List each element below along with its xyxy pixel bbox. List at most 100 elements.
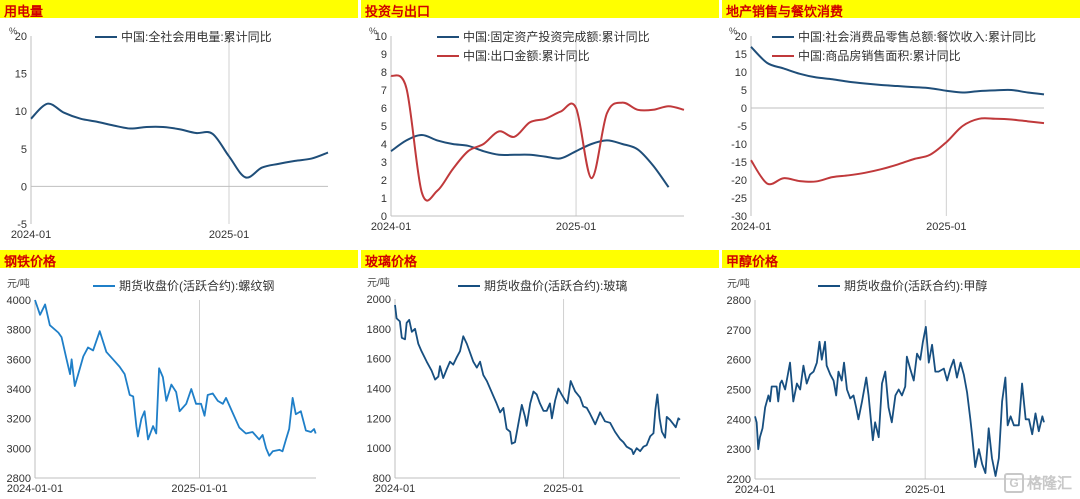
y-tick-label: 15 [15, 69, 27, 81]
y-tick-label: 3800 [7, 325, 31, 337]
legend-item: 期货收盘价(活跃合约):玻璃 [458, 277, 627, 294]
panel-title: 钢铁价格 [4, 254, 57, 269]
y-tick-label: 3600 [7, 354, 31, 366]
x-tick-label: 2025-01 [905, 484, 945, 496]
unit-label: 元/吨 [727, 277, 750, 290]
y-tick-label: 10 [375, 31, 387, 43]
y-tick-label: 2800 [7, 473, 31, 485]
unit-label: % [729, 26, 737, 36]
panel-title: 投资与出口 [365, 4, 431, 19]
y-tick-label: 10 [735, 67, 747, 79]
series-line [394, 304, 681, 456]
chart-5: 2200 2300 2400 2500 2600 2700 2800 元/吨 2024-01 20… [727, 277, 1045, 496]
y-tick-label: 2400 [727, 414, 751, 426]
unit-label: % [369, 26, 377, 36]
y-tick-label: 9 [381, 49, 387, 61]
x-tick-label: 2025-01 [556, 221, 596, 233]
y-tick-label: -20 [731, 175, 747, 187]
y-tick-label: 1400 [367, 384, 391, 396]
legend-label: 中国:商品房销售面积:累计同比 [798, 49, 961, 63]
unit-label: 元/吨 [367, 276, 390, 289]
y-tick-label: -30 [731, 211, 747, 223]
panel-header-glass: 玻璃价格 [361, 250, 719, 269]
watermark-text: 格隆汇 [1026, 475, 1072, 492]
panel-header-property-catering: 地产销售与餐饮消费 [722, 0, 1080, 19]
y-tick-label: 3200 [7, 414, 31, 426]
legend-swatch [437, 54, 459, 57]
legend-label: 中国:固定资产投资完成额:累计同比 [463, 30, 650, 44]
y-tick-label: -15 [731, 157, 747, 169]
y-tick-label: 1800 [367, 324, 391, 336]
x-tick-label: 2024-01-01 [7, 483, 63, 495]
legend-swatch [818, 284, 840, 287]
x-tick-label: 2025-01 [209, 229, 249, 241]
chart-4: 800 1000 1200 1400 1600 1800 2000 元/吨 2024-01 202… [367, 276, 681, 495]
y-tick-label: 3400 [7, 384, 31, 396]
unit-label: 元/吨 [7, 277, 30, 290]
series-line [390, 134, 670, 188]
y-tick-label: -5 [17, 219, 27, 231]
y-tick-label: 7 [381, 85, 387, 97]
y-tick-label: 20 [735, 31, 747, 43]
series-line [754, 325, 1045, 477]
legend-swatch [95, 35, 117, 38]
x-tick-label: 2024-01 [375, 483, 415, 495]
y-tick-label: 1 [381, 193, 387, 205]
y-tick-label: 2200 [727, 474, 751, 486]
panel-header-electricity: 用电量 [0, 0, 358, 19]
x-tick-label: 2024-01 [735, 484, 775, 496]
y-tick-label: 5 [381, 121, 387, 133]
y-tick-label: -10 [731, 139, 747, 151]
legend-item: 期货收盘价(活跃合约):甲醇 [818, 277, 987, 294]
y-tick-label: 2000 [367, 294, 391, 306]
legend-label: 中国:社会消费品零售总额:餐饮收入:累计同比 [798, 30, 1037, 44]
legend-label: 中国:全社会用电量:累计同比 [121, 30, 272, 44]
logo-g-icon: G [1003, 472, 1024, 493]
legend-label: 中国:出口金额:累计同比 [463, 49, 590, 63]
y-tick-label: 2500 [727, 385, 751, 397]
y-tick-label: 5 [21, 144, 27, 156]
y-tick-label: 15 [735, 49, 747, 61]
chart-1: 0 1 2 3 4 5 6 7 8 9 10% 2024-01 2025-01 [369, 26, 685, 233]
y-tick-label: -25 [731, 193, 747, 205]
series-line [750, 117, 1045, 186]
y-tick-label: 8 [381, 67, 387, 79]
y-tick-label: 1200 [367, 413, 391, 425]
panel-header-steel: 钢铁价格 [0, 250, 358, 269]
y-tick-label: 0 [21, 181, 27, 193]
y-tick-label: 3 [381, 157, 387, 169]
x-tick-label: 2024-01 [11, 229, 51, 241]
y-tick-label: 2300 [727, 444, 751, 456]
y-tick-label: 4000 [7, 295, 31, 307]
x-tick-label: 2025-01 [926, 221, 966, 233]
legend-item: 中国:社会消费品零售总额:餐饮收入:累计同比 [772, 28, 1036, 45]
y-tick-label: 10 [15, 106, 27, 118]
y-tick-label: 800 [373, 473, 391, 485]
legend-label: 期货收盘价(活跃合约):甲醇 [844, 279, 988, 293]
legend-swatch [93, 284, 115, 287]
panel-title: 玻璃价格 [365, 254, 418, 269]
y-tick-label: 2700 [727, 325, 751, 337]
y-tick-label: 2800 [727, 295, 751, 307]
x-tick-label: 2024-01 [731, 221, 771, 233]
panel-title: 用电量 [4, 4, 44, 19]
y-tick-label: 0 [741, 103, 747, 115]
series-line [30, 102, 329, 179]
y-tick-label: 4 [381, 139, 387, 151]
x-tick-label: 2025-01 [543, 483, 583, 495]
legend-swatch [437, 35, 459, 38]
series-line [390, 74, 685, 202]
legend-item: 期货收盘价(活跃合约):螺纹钢 [93, 277, 274, 294]
y-tick-label: 1600 [367, 354, 391, 366]
y-tick-label: 0 [381, 211, 387, 223]
panel-header-methanol: 甲醇价格 [722, 250, 1080, 269]
legend-item: 中国:商品房销售面积:累计同比 [772, 47, 961, 64]
legend-swatch [772, 35, 794, 38]
x-tick-label: 2024-01 [371, 221, 411, 233]
panel-title: 甲醇价格 [726, 254, 779, 269]
series-line [34, 299, 317, 457]
legend-label: 期货收盘价(活跃合约):玻璃 [484, 279, 628, 293]
legend-swatch [772, 54, 794, 57]
unit-label: % [9, 26, 17, 36]
